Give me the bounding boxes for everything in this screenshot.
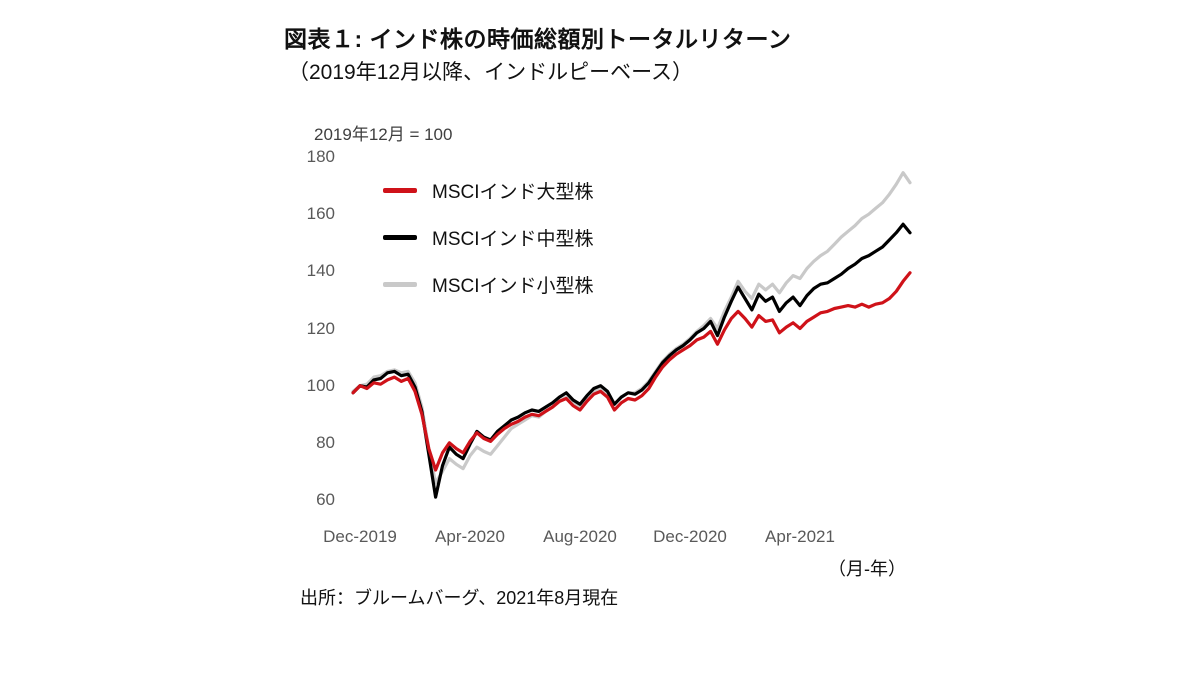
y-tick-label: 60 bbox=[316, 490, 335, 509]
legend-item-large_cap: MSCIインド大型株 bbox=[383, 167, 594, 214]
x-tick-label: Apr-2020 bbox=[435, 527, 505, 546]
legend-item-mid_cap: MSCIインド中型株 bbox=[383, 214, 594, 261]
legend-label: MSCIインド小型株 bbox=[432, 276, 594, 297]
y-tick-label: 80 bbox=[316, 432, 335, 452]
legend: MSCIインド大型株 MSCIインド中型株 MSCIインド小型株 bbox=[383, 167, 594, 308]
series-line-mid_cap bbox=[351, 222, 912, 499]
y-tick-label: 160 bbox=[306, 204, 335, 224]
legend-swatch-large_cap bbox=[383, 188, 417, 193]
y-tick-label: 100 bbox=[306, 375, 335, 395]
x-axis-unit-label: （月-年） bbox=[828, 559, 906, 579]
y-tick-label: 120 bbox=[306, 318, 335, 338]
x-tick-label: Dec-2020 bbox=[653, 527, 727, 546]
y-tick-label: 180 bbox=[306, 147, 335, 166]
legend-label: MSCIインド中型株 bbox=[432, 229, 594, 250]
legend-swatch-mid_cap bbox=[383, 235, 417, 240]
x-tick-label: Dec-2019 bbox=[323, 527, 397, 546]
rebase-note: 2019年12月 = 100 bbox=[314, 125, 453, 144]
chart-subtitle: （2019年12月以降、インドルピーベース） bbox=[288, 61, 694, 84]
x-tick-label: Apr-2021 bbox=[765, 527, 835, 546]
x-tick-label: Aug-2020 bbox=[543, 527, 617, 546]
legend-swatch-small_cap bbox=[383, 282, 417, 287]
legend-label: MSCIインド大型株 bbox=[432, 182, 594, 203]
series-line-large_cap bbox=[351, 271, 912, 472]
chart-title: 図表１: インド株の時価総額別トータルリターン bbox=[284, 26, 792, 52]
source-note: 出所：ブルームバーグ、2021年8月現在 bbox=[300, 588, 619, 608]
y-tick-label: 140 bbox=[306, 261, 335, 281]
legend-item-small_cap: MSCIインド小型株 bbox=[383, 261, 594, 308]
